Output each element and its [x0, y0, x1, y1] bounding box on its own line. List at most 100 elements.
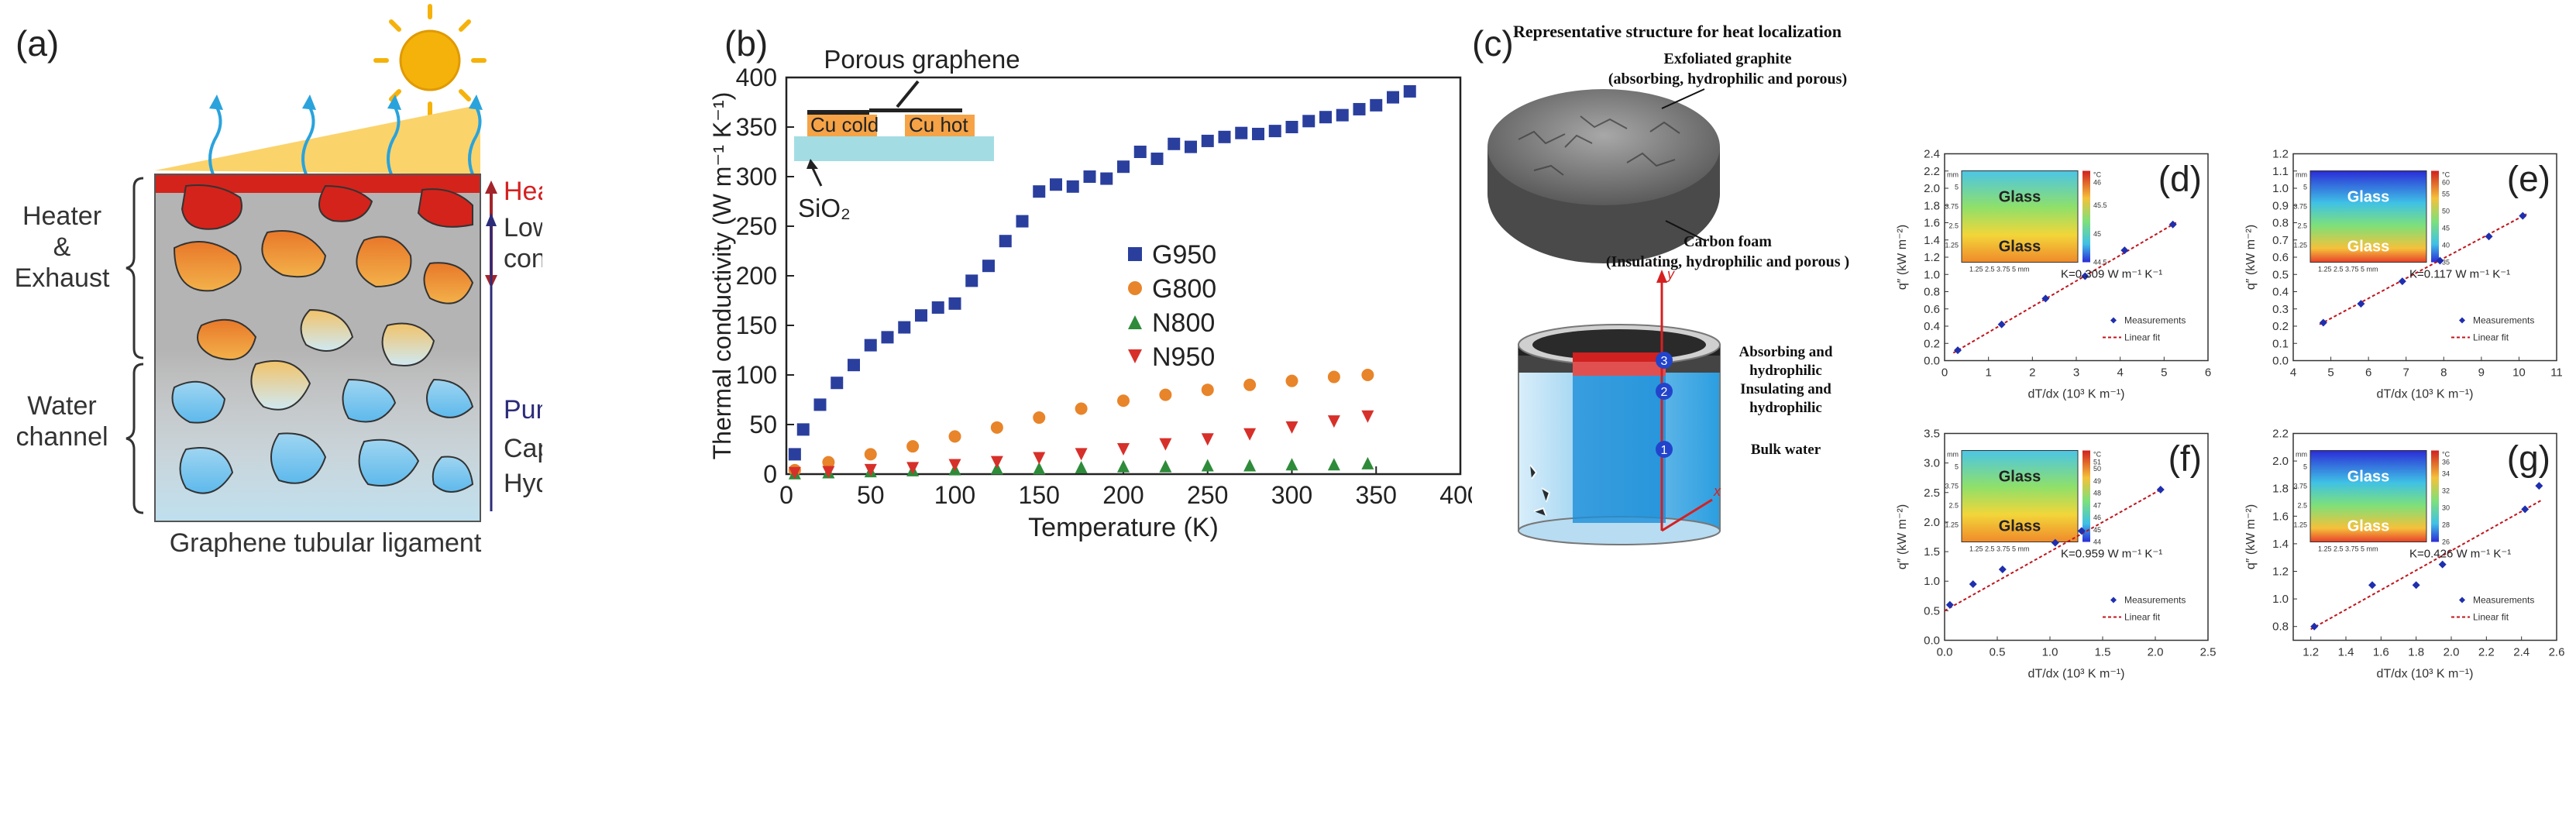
data-point-g800	[906, 440, 920, 453]
inset-heatmap	[2309, 450, 2427, 542]
y-tick-label: 1.0	[1924, 575, 1940, 588]
heater-label: Heater & Exhaust	[15, 201, 110, 293]
colorbar-tick: 30	[2442, 504, 2450, 512]
data-point-g800	[1361, 369, 1374, 381]
data-point-g800	[864, 448, 877, 461]
data-point-g950	[1083, 170, 1096, 183]
x-axis-label: dT/dx (10³ K m⁻¹)	[2377, 668, 2474, 681]
inset-axis-tick: 1.25	[2293, 242, 2307, 249]
panel-label-e: (e)	[2507, 159, 2550, 199]
data-point-g950	[1285, 121, 1298, 133]
measurement-point	[2398, 277, 2406, 286]
colorbar-unit: °C	[2093, 451, 2102, 459]
measurement-point	[2041, 294, 2050, 303]
data-point-n950	[864, 463, 877, 476]
inset-sio2-label: SiO₂	[798, 194, 851, 222]
legend-marker-measurements	[2459, 317, 2465, 324]
x-tick-label: 0	[1941, 366, 1948, 380]
legend-label-n800: N800	[1152, 308, 1215, 338]
data-point-g950	[796, 423, 810, 436]
legend-label-measurements: Measurements	[2124, 595, 2186, 606]
y-tick-label: 0.2	[1924, 337, 1940, 350]
x-tick-label: 2.4	[2513, 646, 2530, 659]
x-tick-label: 2.2	[2478, 646, 2495, 659]
x-tick-label: 1.8	[2408, 646, 2424, 659]
data-point-n950	[906, 462, 920, 475]
data-point-n950	[1075, 448, 1088, 461]
y-tick-label: 0.1	[2272, 337, 2289, 350]
x-tick-label: 5	[2161, 366, 2167, 380]
y-tick-label: 0.8	[2272, 621, 2289, 634]
y-tick-label: 0.3	[2272, 303, 2289, 316]
data-point-n950	[1327, 415, 1340, 428]
y-tick-label: 0	[763, 460, 777, 488]
pore-blobs	[171, 184, 474, 494]
y-axis-label: q″ (kW m⁻²)	[1896, 225, 1909, 290]
legend-label-fit: Linear fit	[2124, 612, 2161, 623]
data-point-g800	[822, 456, 835, 469]
data-point-g950	[1133, 146, 1147, 158]
y-tick-label: 3.5	[1924, 428, 1940, 441]
panel-g-chart: 1.2 1.4 1.6 1.8 2.0 2.2 2.4 2.6 0.8 1.0 1.2 1.4 1.6 1…	[2244, 428, 2564, 681]
inset-axis-tick: 2.5	[2297, 502, 2307, 510]
y-tick-label: 0.4	[2272, 286, 2289, 299]
colorbar-unit: °C	[2442, 451, 2450, 459]
x-tick-label: 300	[1271, 481, 1312, 509]
panel-a-label: (a)	[15, 23, 59, 64]
colorbar-tick: 50	[2442, 208, 2450, 215]
x-tick-label: 2.0	[2148, 646, 2164, 659]
heat-transfer-label: Heat transfer	[504, 177, 542, 206]
inset-axis-tick: 2.5	[1948, 222, 1959, 230]
data-point-g950	[864, 339, 877, 352]
x-tick-label: 3	[2073, 366, 2079, 380]
data-point-n950	[1201, 433, 1214, 446]
exfoliated-label: Exfoliated graphite (absorbing, hydrophil…	[1608, 50, 1847, 88]
axis-y-label: y	[1666, 266, 1675, 282]
panel-label-d: (d)	[2158, 159, 2202, 199]
measurement-point	[2081, 272, 2089, 280]
inset-cu-hot-label: Cu hot	[909, 113, 968, 136]
measurement-point	[2168, 220, 2177, 229]
inset-colorbar	[2082, 450, 2090, 542]
colorbar-tick: 40	[2442, 242, 2450, 249]
x-tick-label: 250	[1187, 481, 1228, 509]
inset-axis-tick: 2.5	[2297, 222, 2307, 230]
data-point-g950	[948, 297, 961, 310]
y-tick-label: 2.0	[2272, 455, 2289, 468]
inset-axis-tick: 5	[2303, 463, 2307, 471]
y-tick-label: 0.4	[1924, 320, 1940, 333]
inset-axis-tick: 3.75	[1945, 203, 1959, 211]
y-tick-label: 1.4	[1924, 234, 1940, 247]
measurement-point	[2436, 256, 2444, 265]
colorbar-unit: °C	[2442, 171, 2450, 179]
y-tick-label: 0.0	[1924, 355, 1940, 368]
x-tick-label: 8	[2440, 366, 2447, 380]
y-axis-label: q″ (kW m⁻²)	[1896, 504, 1909, 569]
x-tick-label: 400	[1439, 481, 1472, 509]
data-point-g950	[982, 260, 995, 273]
data-point-g950	[999, 235, 1012, 248]
y-tick-label: 1.4	[2272, 538, 2289, 551]
y-tick-label: 2.0	[1924, 516, 1940, 529]
x-tick-label: 2.5	[2200, 646, 2217, 659]
y-tick-label: 0.8	[1924, 286, 1940, 299]
x-tick-label: 0	[779, 481, 793, 509]
data-point-g950	[881, 331, 894, 344]
y-tick-label: 0.8	[2272, 217, 2289, 230]
data-point-n950	[822, 466, 835, 479]
data-point-g800	[1159, 388, 1172, 401]
data-point-g950	[1370, 98, 1383, 112]
colorbar-tick: 48	[2093, 490, 2101, 497]
data-point-g950	[898, 321, 911, 334]
y-tick-label: 1.2	[1924, 251, 1940, 264]
data-point-n800	[1361, 456, 1374, 469]
data-point-n950	[1243, 428, 1257, 441]
inset-colorbar	[2082, 170, 2090, 263]
colorbar-tick: 45	[2093, 526, 2101, 534]
panel-d-chart: 0 1 2 3 4 5 60.00.20.40.60.81.01.21.41.61.82.0…	[1896, 148, 2211, 401]
x-tick-label: 1.5	[2095, 646, 2111, 659]
x-axis-label: Temperature (K)	[1028, 513, 1219, 542]
x-tick-label: 11	[2550, 366, 2563, 380]
y-tick-label: 350	[736, 113, 777, 141]
data-point-g800	[948, 430, 961, 443]
